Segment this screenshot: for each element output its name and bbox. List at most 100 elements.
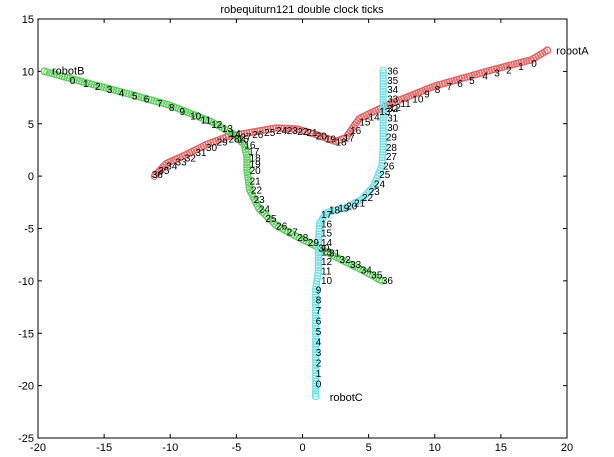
start-marker xyxy=(311,392,320,401)
trajectory-marker xyxy=(251,127,259,136)
tick-count-label: 5 xyxy=(469,76,475,87)
trajectory-marker xyxy=(312,319,320,327)
tick-count-label: 28 xyxy=(297,233,309,244)
trajectory-marker xyxy=(312,288,320,296)
plot-area: 0123456789101112131415161718192021222324… xyxy=(40,45,589,404)
trajectory-marker xyxy=(312,330,320,338)
trajectory-marker xyxy=(277,124,286,132)
trajectory-marker xyxy=(312,314,320,322)
trajectory-marker xyxy=(288,125,296,133)
y-tick-label: -10 xyxy=(18,276,34,288)
trajectory-marker xyxy=(245,128,254,137)
trajectory-marker xyxy=(253,127,262,135)
trajectory-marker xyxy=(261,126,270,134)
tick-count-label: 13 xyxy=(379,107,391,118)
tick-count-label: 17 xyxy=(321,210,333,221)
y-tick-label: -5 xyxy=(24,224,34,236)
tick-count-label: 4 xyxy=(119,88,125,99)
series-robotB xyxy=(40,67,386,285)
trajectory-marker xyxy=(379,148,387,156)
trajectory-marker xyxy=(379,124,387,132)
trajectory-marker xyxy=(312,389,320,398)
trajectory-marker xyxy=(312,353,320,362)
trajectory-marker xyxy=(312,374,320,382)
series-robotA xyxy=(150,46,552,180)
chart-title: robequiturn121 double clock ticks xyxy=(220,4,384,16)
tick-count-label: 34 xyxy=(166,162,178,173)
tick-count-label: 12 xyxy=(211,120,223,131)
tick-count-label: 0 xyxy=(70,76,76,87)
tick-count-label: 6 xyxy=(144,95,150,106)
trajectory-marker xyxy=(378,277,386,285)
tick-count-label: 0 xyxy=(316,380,322,391)
trajectory-marker xyxy=(379,135,387,143)
tick-count-label: 34 xyxy=(387,85,399,96)
trajectory-marker xyxy=(312,382,320,390)
trajectory-marker xyxy=(259,126,267,134)
x-tick-label: 0 xyxy=(299,442,305,454)
x-tick-label: -20 xyxy=(30,442,46,454)
y-tick-label: -15 xyxy=(18,328,34,340)
tick-count-label: 31 xyxy=(387,113,399,124)
trajectory-marker xyxy=(379,66,387,75)
labels-robotC: 0123456789101112131415161718192021222324… xyxy=(316,66,399,404)
tick-count-label: 3 xyxy=(107,85,113,96)
tick-count-label: 28 xyxy=(386,143,398,154)
trajectory-marker xyxy=(379,100,387,109)
trajectory-marker xyxy=(244,178,253,186)
tick-count-label: 4 xyxy=(482,72,488,83)
trajectory-marker xyxy=(274,124,283,132)
trajectory-marker xyxy=(315,233,323,241)
trajectory-marker xyxy=(243,163,251,172)
tick-count-label: 36 xyxy=(382,276,394,287)
trajectory-marker xyxy=(312,309,320,317)
tick-count-label: 33 xyxy=(176,157,188,168)
trajectory-marker xyxy=(285,124,293,133)
trajectory-marker xyxy=(312,285,320,293)
tick-count-label: 24 xyxy=(259,205,271,216)
trajectory-marker xyxy=(293,125,301,133)
tick-count-label: 24 xyxy=(374,179,386,190)
trajectory-marker xyxy=(312,327,320,335)
tick-count-label: 34 xyxy=(361,265,373,276)
tick-count-label: 27 xyxy=(287,228,299,239)
tick-count-label: 22 xyxy=(297,127,309,138)
trajectory-marker xyxy=(238,139,247,147)
tick-count-label: 4 xyxy=(316,338,322,349)
tick-count-label: 11 xyxy=(400,99,411,110)
tick-count-label: 11 xyxy=(321,266,332,277)
trajectory-marker xyxy=(258,208,267,217)
trajectory-marker xyxy=(244,173,252,182)
tick-count-label: 10 xyxy=(412,95,424,106)
y-tick-label: 0 xyxy=(28,171,34,183)
tick-count-label: 25 xyxy=(265,214,277,225)
tick-count-label: 21 xyxy=(354,198,366,209)
tick-count-label: 31 xyxy=(195,148,207,159)
trajectory-marker xyxy=(379,93,387,101)
tick-count-label: 35 xyxy=(387,76,399,87)
trajectory-marker xyxy=(312,384,320,393)
trajectory-marker xyxy=(379,108,387,117)
trajectory-marker xyxy=(315,230,323,238)
y-tick-label: 15 xyxy=(22,14,34,26)
tick-count-label: 8 xyxy=(169,103,175,114)
trajectory-marker xyxy=(312,348,320,356)
trajectory-marker xyxy=(312,332,320,341)
trajectory-marker xyxy=(379,143,387,151)
trajectory-marker xyxy=(312,345,320,354)
robot-name-label: robotB xyxy=(52,65,84,77)
trajectory-marker xyxy=(243,129,251,137)
tick-count-label: 16 xyxy=(350,126,362,137)
tick-count-label: 22 xyxy=(362,193,374,204)
tick-count-label: 7 xyxy=(447,82,453,93)
tick-count-label: 7 xyxy=(157,99,163,110)
y-tick-label: 5 xyxy=(28,119,34,131)
tick-count-label: 8 xyxy=(435,85,441,96)
tick-count-label: 32 xyxy=(185,153,197,164)
tick-count-label: 18 xyxy=(250,153,262,164)
tick-count-label: 20 xyxy=(346,201,358,212)
tick-count-label: 15 xyxy=(321,229,333,240)
trajectory-marker xyxy=(268,217,276,226)
tick-count-label: 32 xyxy=(387,104,399,115)
tick-count-label: 13 xyxy=(321,248,333,259)
